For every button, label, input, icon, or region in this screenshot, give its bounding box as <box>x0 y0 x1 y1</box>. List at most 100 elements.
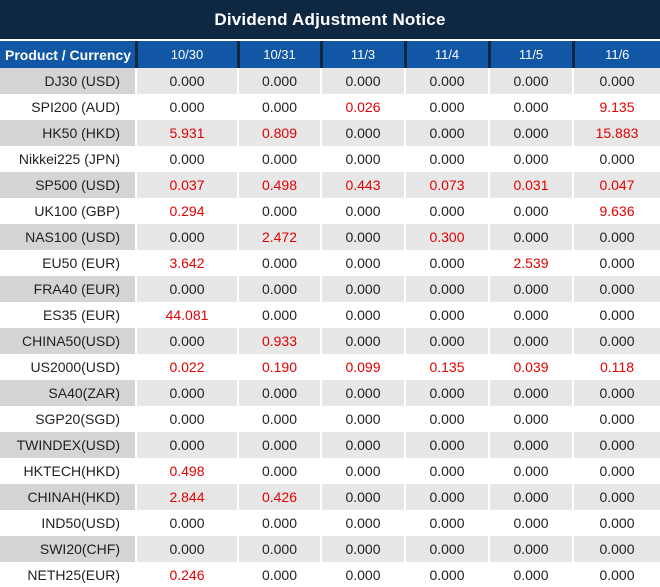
table-row: DJ30 (USD) 0.000 0.000 0.000 0.000 0.000 0.000 <box>0 68 660 94</box>
product-cell: TWINDEX(USD) <box>0 432 136 458</box>
dividend-value-cell: 0.000 <box>320 198 405 224</box>
dividend-value-cell: 0.000 <box>404 510 489 536</box>
dividend-value-cell: 2.539 <box>488 250 573 276</box>
dividend-value-cell: 0.000 <box>237 406 321 432</box>
dividend-value-cell: 0.135 <box>404 354 489 380</box>
dividend-value-cell: 5.931 <box>135 120 238 146</box>
dividend-value-cell: 0.000 <box>237 146 321 172</box>
dividend-value-cell: 0.000 <box>135 380 238 406</box>
product-cell: CHINA50(USD) <box>0 328 136 354</box>
dividend-value-cell: 0.000 <box>237 562 321 587</box>
dividend-value-cell: 0.000 <box>488 510 573 536</box>
table-row: ES35 (EUR) 44.081 0.000 0.000 0.000 0.000 0.00… <box>0 302 660 328</box>
dividend-value-cell: 0.000 <box>404 94 489 120</box>
table-row: SA40(ZAR) 0.000 0.000 0.000 0.000 0.000 0.000 <box>0 380 660 406</box>
dividend-value-cell: 0.000 <box>320 146 405 172</box>
dividend-value-cell: 0.000 <box>572 302 660 328</box>
dividend-value-cell: 0.000 <box>404 484 489 510</box>
dividend-value-cell: 3.642 <box>135 250 238 276</box>
dividend-value-cell: 0.000 <box>237 432 321 458</box>
dividend-value-cell: 0.000 <box>320 536 405 562</box>
dividend-value-cell: 0.000 <box>572 484 660 510</box>
product-cell: SA40(ZAR) <box>0 380 136 406</box>
dividend-value-cell: 0.000 <box>135 224 238 250</box>
dividend-value-cell: 0.047 <box>572 172 660 198</box>
table-row: SPI200 (AUD) 0.000 0.000 0.026 0.000 0.000 9.1… <box>0 94 660 120</box>
dividend-value-cell: 0.000 <box>237 302 321 328</box>
dividend-value-cell: 0.000 <box>320 484 405 510</box>
dividend-value-cell: 0.000 <box>488 68 573 94</box>
dividend-value-cell: 0.000 <box>572 250 660 276</box>
dividend-value-cell: 0.000 <box>320 406 405 432</box>
dividend-value-cell: 0.000 <box>404 198 489 224</box>
dividend-value-cell: 0.000 <box>135 94 238 120</box>
dividend-value-cell: 9.135 <box>572 94 660 120</box>
dividend-value-cell: 44.081 <box>135 302 238 328</box>
dividend-value-cell: 0.498 <box>135 458 238 484</box>
dividend-value-cell: 2.844 <box>135 484 238 510</box>
dividend-value-cell: 0.000 <box>404 276 489 302</box>
dividend-value-cell: 0.000 <box>320 302 405 328</box>
dividend-value-cell: 0.000 <box>572 276 660 302</box>
dividend-value-cell: 2.472 <box>237 224 321 250</box>
dividend-value-cell: 0.022 <box>135 354 238 380</box>
dividend-value-cell: 0.000 <box>237 68 321 94</box>
dividend-value-cell: 0.000 <box>572 432 660 458</box>
dividend-value-cell: 0.426 <box>237 484 321 510</box>
dividend-value-cell: 0.498 <box>237 172 321 198</box>
product-cell: NETH25(EUR) <box>0 562 136 587</box>
dividend-table: Product / Currency 10/30 10/31 11/3 11/4… <box>0 41 660 587</box>
dividend-value-cell: 0.000 <box>237 276 321 302</box>
table-row: FRA40 (EUR) 0.000 0.000 0.000 0.000 0.000 0.00… <box>0 276 660 302</box>
product-cell: Nikkei225 (JPN) <box>0 146 136 172</box>
dividend-value-cell: 0.000 <box>488 484 573 510</box>
dividend-value-cell: 0.000 <box>488 146 573 172</box>
dividend-value-cell: 9.636 <box>572 198 660 224</box>
dividend-value-cell: 0.000 <box>572 328 660 354</box>
dividend-value-cell: 0.000 <box>320 562 405 587</box>
dividend-value-cell: 0.000 <box>237 380 321 406</box>
dividend-value-cell: 0.000 <box>404 536 489 562</box>
product-cell: SPI200 (AUD) <box>0 94 136 120</box>
dividend-value-cell: 0.000 <box>237 536 321 562</box>
dividend-value-cell: 0.000 <box>572 458 660 484</box>
dividend-value-cell: 0.026 <box>320 94 405 120</box>
dividend-value-cell: 0.099 <box>320 354 405 380</box>
dividend-value-cell: 0.000 <box>488 120 573 146</box>
dividend-value-cell: 0.000 <box>488 380 573 406</box>
dividend-value-cell: 0.000 <box>572 146 660 172</box>
dividend-value-cell: 0.000 <box>135 328 238 354</box>
dividend-value-cell: 0.118 <box>572 354 660 380</box>
dividend-value-cell: 0.000 <box>572 536 660 562</box>
dividend-value-cell: 0.000 <box>320 224 405 250</box>
dividend-value-cell: 0.000 <box>404 68 489 94</box>
column-header-date-5: 11/5 <box>487 41 573 68</box>
dividend-value-cell: 0.000 <box>572 68 660 94</box>
dividend-value-cell: 0.000 <box>488 536 573 562</box>
dividend-value-cell: 0.000 <box>488 406 573 432</box>
table-row: HK50 (HKD) 5.931 0.809 0.000 0.000 0.000 15.88… <box>0 120 660 146</box>
dividend-value-cell: 0.031 <box>488 172 573 198</box>
table-row: EU50 (EUR) 3.642 0.000 0.000 0.000 2.539 0.000 <box>0 250 660 276</box>
table-row: SP500 (USD) 0.037 0.498 0.443 0.073 0.031 0.04… <box>0 172 660 198</box>
dividend-value-cell: 0.000 <box>572 406 660 432</box>
dividend-value-cell: 0.039 <box>488 354 573 380</box>
table-row: US2000(USD) 0.022 0.190 0.099 0.135 0.039 0.11… <box>0 354 660 380</box>
product-cell: IND50(USD) <box>0 510 136 536</box>
product-cell: NAS100 (USD) <box>0 224 136 250</box>
product-cell: DJ30 (USD) <box>0 68 136 94</box>
column-header-product-currency: Product / Currency <box>0 41 136 68</box>
dividend-value-cell: 0.000 <box>135 432 238 458</box>
dividend-value-cell: 0.000 <box>135 146 238 172</box>
dividend-value-cell: 0.000 <box>404 302 489 328</box>
dividend-value-cell: 0.000 <box>572 562 660 587</box>
dividend-value-cell: 0.000 <box>404 562 489 587</box>
product-cell: SGP20(SGD) <box>0 406 136 432</box>
dividend-value-cell: 0.000 <box>404 406 489 432</box>
dividend-value-cell: 0.000 <box>320 432 405 458</box>
dividend-value-cell: 0.037 <box>135 172 238 198</box>
table-row: HKTECH(HKD) 0.498 0.000 0.000 0.000 0.000 0.00… <box>0 458 660 484</box>
dividend-value-cell: 0.000 <box>320 510 405 536</box>
dividend-value-cell: 0.000 <box>488 276 573 302</box>
column-header-date-2: 10/31 <box>236 41 321 68</box>
